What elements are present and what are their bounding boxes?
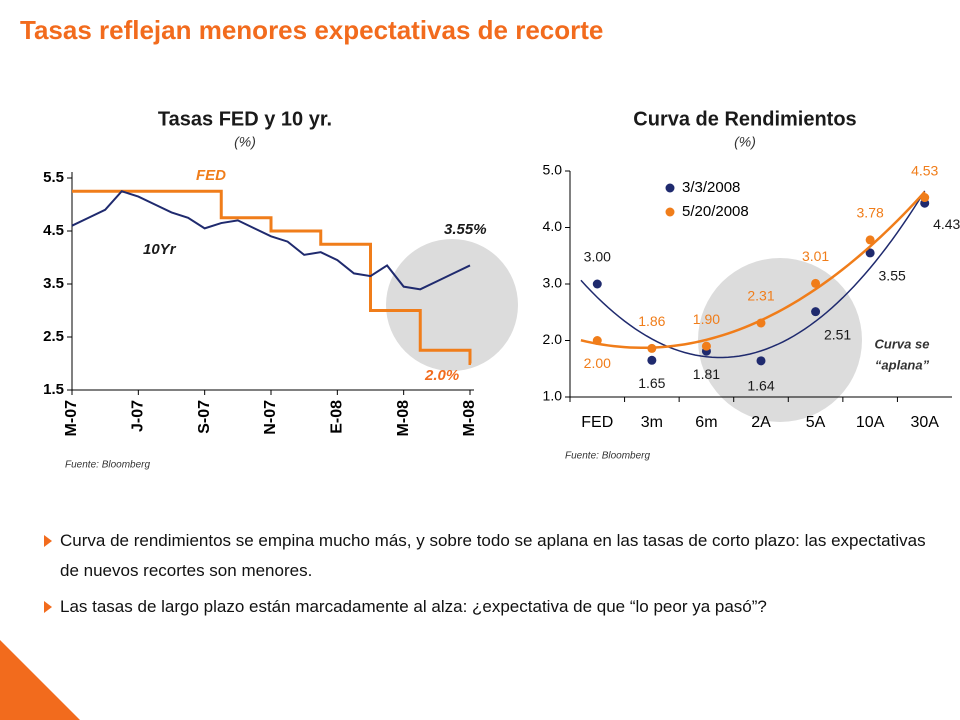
annotation: Curva se <box>875 336 930 351</box>
data-label: 3.01 <box>802 248 829 264</box>
x-tick-label: M-07 <box>63 400 80 437</box>
x-tick-label: M-08 <box>395 400 412 437</box>
data-label: 1.90 <box>693 311 720 327</box>
bullet-list: Curva de rendimientos se empina mucho má… <box>44 526 944 628</box>
data-label: 3.55 <box>879 268 906 284</box>
x-tick-label: 3m <box>641 414 663 431</box>
legend-marker <box>665 207 675 217</box>
data-label: 1.64 <box>747 378 774 394</box>
chart-subtitle: (%) <box>234 134 256 150</box>
x-tick-label: 6m <box>695 414 717 431</box>
data-label: 2.31 <box>747 288 774 304</box>
x-tick-label: E-08 <box>329 400 346 434</box>
chart-title: Tasas FED y 10 yr. <box>158 108 332 130</box>
data-point <box>811 307 821 317</box>
trendline <box>580 191 926 350</box>
bullet-icon <box>44 535 52 547</box>
series-label: FED <box>196 167 226 184</box>
legend-marker <box>665 183 675 193</box>
data-point <box>865 248 875 258</box>
chart-subtitle: (%) <box>734 134 756 150</box>
data-label: 1.81 <box>693 366 720 382</box>
y-tick-label: 1.5 <box>43 381 64 398</box>
data-label: 2.00 <box>584 355 611 371</box>
chart-title: Curva de Rendimientos <box>633 108 856 130</box>
data-point <box>920 193 930 203</box>
data-label: 3.78 <box>857 205 884 221</box>
highlight-circle <box>698 258 862 422</box>
annotation: “aplana” <box>875 357 930 372</box>
data-label: 3.00 <box>584 249 611 265</box>
data-label: 4.53 <box>911 162 938 178</box>
data-label: 2.51 <box>824 326 851 342</box>
data-point <box>811 278 821 288</box>
x-tick-label: M-08 <box>461 400 478 437</box>
x-tick-label: N-07 <box>262 400 279 435</box>
bullet-icon <box>44 601 52 613</box>
y-tick-label: 4.0 <box>543 218 563 234</box>
series-line <box>71 190 471 291</box>
y-tick-label: 3.0 <box>543 275 563 291</box>
data-label: 1.65 <box>638 375 665 391</box>
y-tick-label: 1.0 <box>543 388 563 404</box>
source: Fuente: Bloomberg <box>65 460 150 471</box>
data-point <box>756 356 766 366</box>
x-tick-label: 30A <box>910 414 939 431</box>
data-point <box>647 355 657 365</box>
y-tick-label: 3.5 <box>43 275 64 292</box>
data-point <box>647 343 657 353</box>
data-point <box>865 235 875 245</box>
data-point <box>756 318 766 328</box>
y-tick-label: 2.5 <box>43 328 64 345</box>
annotation: 3.55% <box>444 221 487 238</box>
legend-label: 3/3/2008 <box>682 179 740 196</box>
annotation: 2.0% <box>424 367 459 384</box>
x-tick-label: S-07 <box>196 400 213 434</box>
bullet: Las tasas de largo plazo están marcadame… <box>44 592 944 622</box>
y-tick-label: 4.5 <box>43 222 64 239</box>
y-tick-label: 5.5 <box>43 169 64 186</box>
bullet-text: Curva de rendimientos se empina mucho má… <box>60 531 926 580</box>
legend-label: 5/20/2008 <box>682 203 749 220</box>
slide-title: Tasas reflejan menores expectativas de r… <box>20 15 603 45</box>
data-point <box>701 341 711 351</box>
data-label: 4.43 <box>933 216 960 232</box>
data-point <box>592 279 602 289</box>
x-tick-label: 2A <box>751 414 771 431</box>
data-point <box>592 336 602 345</box>
data-label: 1.86 <box>638 313 665 329</box>
corner-triangle <box>0 640 80 720</box>
y-tick-label: 2.0 <box>543 331 563 347</box>
x-tick-label: FED <box>581 414 613 431</box>
bullet: Curva de rendimientos se empina mucho má… <box>44 526 944 586</box>
source: Fuente: Bloomberg <box>565 451 650 462</box>
x-tick-label: J-07 <box>130 400 147 432</box>
series-line <box>72 189 472 365</box>
bullet-text: Las tasas de largo plazo están marcadame… <box>60 597 767 616</box>
x-tick-label: 5A <box>806 414 826 431</box>
series-label: 10Yr <box>143 241 177 258</box>
y-tick-label: 5.0 <box>543 162 563 178</box>
x-tick-label: 10A <box>856 414 885 431</box>
trendline <box>580 190 926 359</box>
